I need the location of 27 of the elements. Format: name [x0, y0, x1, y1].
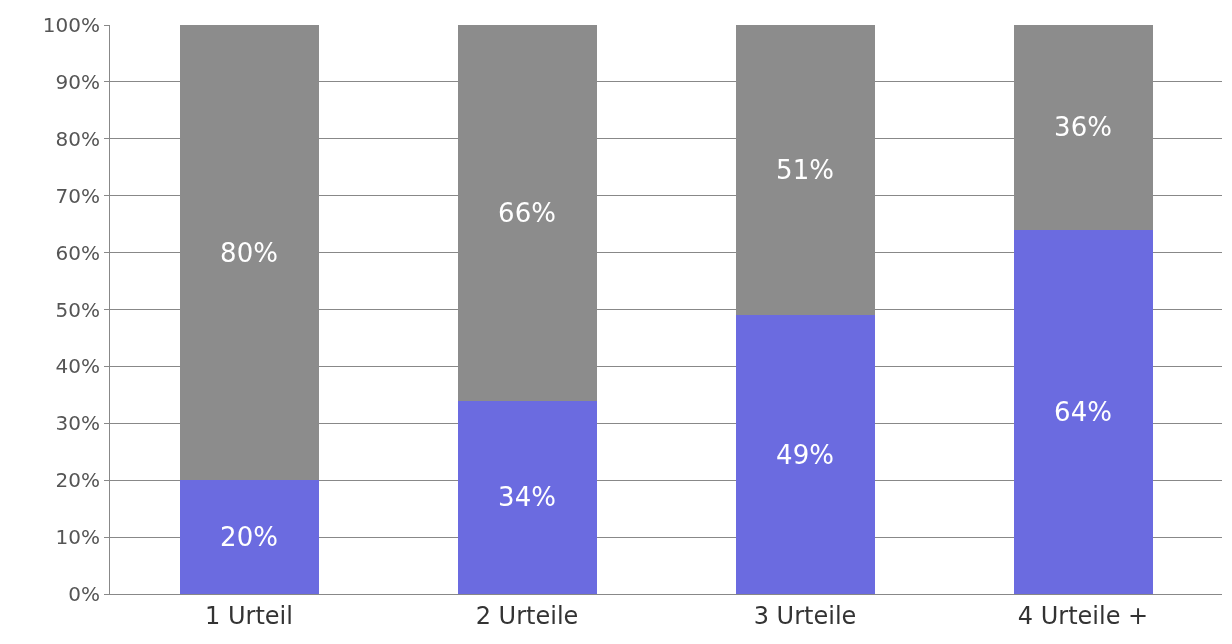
y-tick-label: 70% [55, 183, 100, 208]
bar [735, 315, 875, 594]
x-tick-label: 4 Urteile + [1017, 601, 1149, 630]
x-tick-label: 3 Urteile [753, 601, 857, 630]
bar [1013, 229, 1153, 594]
data-label: 20% [220, 522, 278, 553]
y-tick-label: 80% [55, 126, 100, 151]
data-label: 36% [1054, 112, 1112, 143]
data-label: 34% [498, 482, 556, 513]
y-tick-label: 0% [68, 582, 100, 606]
data-label: 80% [220, 237, 278, 268]
y-tick-label: 50% [55, 297, 100, 322]
data-label: 51% [776, 155, 834, 186]
y-tick-label: 10% [55, 525, 100, 550]
y-tick-label: 90% [55, 69, 100, 94]
bar [179, 480, 319, 594]
y-tick-label: 20% [55, 468, 100, 493]
y-tick-label: 100% [42, 13, 100, 37]
data-label: 64% [1054, 396, 1112, 427]
y-tick-label: 40% [55, 354, 100, 379]
y-tick-label: 60% [55, 240, 100, 265]
y-tick-label: 30% [55, 411, 100, 436]
data-label: 66% [498, 197, 556, 228]
data-label: 49% [776, 439, 834, 470]
bar [457, 400, 597, 594]
x-tick-label: 2 Urteile [475, 601, 579, 630]
x-tick-label: 1 Urteil [205, 601, 293, 630]
